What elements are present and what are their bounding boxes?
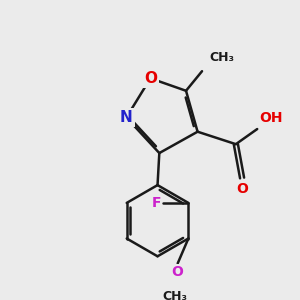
- Text: O: O: [172, 265, 184, 279]
- Text: O: O: [236, 182, 248, 196]
- Text: CH₃: CH₃: [209, 51, 234, 64]
- Text: O: O: [144, 71, 157, 86]
- Text: F: F: [151, 196, 161, 210]
- Text: CH₃: CH₃: [163, 290, 188, 300]
- Text: OH: OH: [259, 112, 283, 125]
- Text: N: N: [120, 110, 133, 125]
